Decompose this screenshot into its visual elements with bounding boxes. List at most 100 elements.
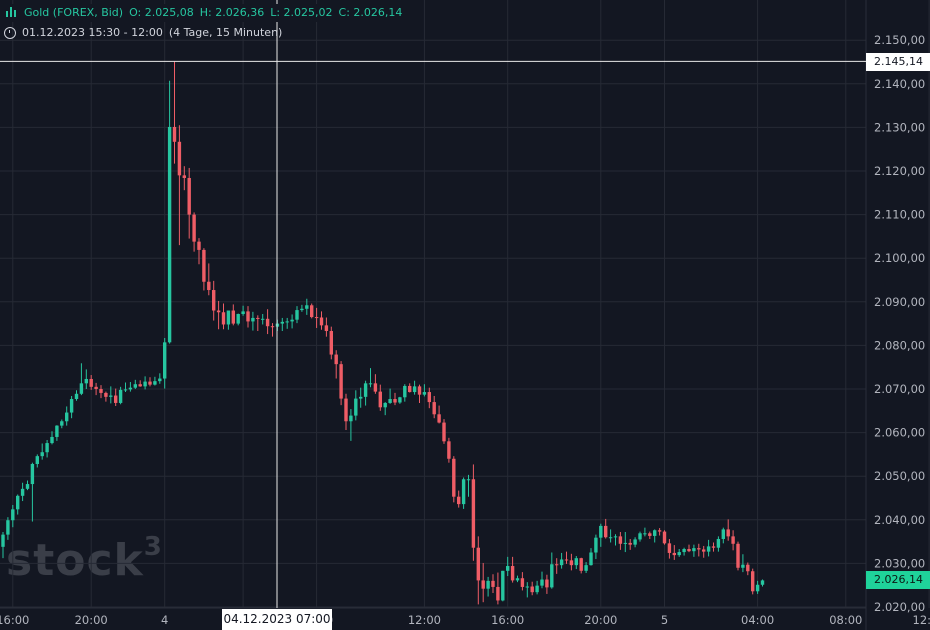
candle-body bbox=[398, 397, 402, 403]
candle-body bbox=[319, 317, 324, 326]
time-span: (4 Tage, 15 Minuten) bbox=[168, 26, 283, 39]
candle-body bbox=[491, 580, 495, 587]
candle-body bbox=[457, 496, 461, 505]
candle-body bbox=[251, 317, 255, 322]
candle-body bbox=[633, 539, 637, 545]
candle-body bbox=[261, 318, 265, 320]
candle-body bbox=[643, 533, 647, 535]
candle-body bbox=[726, 529, 730, 537]
price-tick-label: 2.080,00 bbox=[874, 338, 925, 352]
candle-body bbox=[702, 549, 706, 552]
price-tick-label: 2.030,00 bbox=[874, 556, 925, 570]
candle-body bbox=[256, 317, 260, 319]
candle-body bbox=[158, 378, 162, 382]
candle-body bbox=[594, 537, 598, 553]
candle-body bbox=[138, 384, 142, 387]
candle-body bbox=[393, 399, 397, 403]
candle-body bbox=[417, 386, 422, 395]
candle-body bbox=[270, 326, 275, 328]
candle-body bbox=[584, 565, 588, 571]
candle-body bbox=[55, 425, 59, 437]
time-axis-labels: 16:0020:00404:0008:0012:0016:0020:00504:… bbox=[0, 613, 930, 627]
ohlc-legend: Gold (FOREX, Bid) O: 2.025,08 H: 2.026,36 L… bbox=[4, 4, 413, 22]
candle-body bbox=[20, 488, 25, 496]
candle-body bbox=[109, 395, 113, 397]
candle-body bbox=[672, 552, 676, 556]
candle-body bbox=[760, 580, 765, 585]
candlestick-icon[interactable] bbox=[6, 7, 18, 17]
symbol-name[interactable]: Gold (FOREX, Bid) bbox=[24, 6, 124, 19]
candle-body bbox=[412, 386, 417, 393]
candle-body bbox=[45, 443, 49, 453]
price-tick-label: 2.070,00 bbox=[874, 382, 925, 396]
candle-body bbox=[202, 249, 206, 282]
candle-body bbox=[721, 529, 725, 539]
candle-body bbox=[638, 533, 642, 540]
candle-body bbox=[65, 412, 69, 422]
candle-body bbox=[569, 560, 574, 566]
time-tick-label: 12:00 bbox=[408, 613, 441, 627]
price-tick-label: 2.150,00 bbox=[874, 33, 925, 47]
candle-body bbox=[50, 436, 54, 444]
candle-body bbox=[354, 398, 358, 416]
candle-body bbox=[363, 383, 368, 397]
candle-body bbox=[128, 387, 133, 390]
candle-body bbox=[471, 479, 476, 548]
candle-body bbox=[432, 402, 436, 415]
candle-body bbox=[452, 458, 456, 497]
candle-body bbox=[741, 564, 745, 568]
candle-body bbox=[618, 536, 623, 544]
high-value: H: 2.026,36 bbox=[199, 6, 265, 19]
open-value: O: 2.025,08 bbox=[129, 6, 194, 19]
candle-body bbox=[525, 586, 529, 588]
candle-body bbox=[515, 578, 520, 581]
price-tick-label: 2.110,00 bbox=[874, 208, 925, 222]
candle-body bbox=[486, 580, 490, 589]
candle-body bbox=[496, 586, 500, 601]
candle-body bbox=[662, 531, 667, 544]
candle-body bbox=[408, 385, 412, 393]
stock3-watermark: stock3 bbox=[6, 532, 163, 586]
candle-body bbox=[89, 378, 93, 387]
candles bbox=[1, 61, 765, 605]
candle-body bbox=[604, 525, 608, 538]
candle-body bbox=[221, 312, 226, 325]
price-tick-label: 2.060,00 bbox=[874, 426, 925, 440]
candle-body bbox=[300, 308, 304, 311]
candle-body bbox=[692, 548, 696, 552]
candle-body bbox=[422, 392, 427, 395]
candle-body bbox=[653, 530, 657, 536]
candle-body bbox=[133, 384, 137, 388]
candle-body bbox=[226, 310, 231, 325]
candle-body bbox=[79, 383, 84, 394]
candle-body bbox=[535, 585, 539, 593]
candle-body bbox=[60, 421, 64, 426]
price-tick-label: 2.120,00 bbox=[874, 164, 925, 178]
close-value: C: 2.026,14 bbox=[338, 6, 403, 19]
time-tick-label: 20:00 bbox=[584, 613, 617, 627]
candle-body bbox=[94, 386, 98, 389]
candle-body bbox=[687, 549, 691, 552]
price-tick-label: 2.040,00 bbox=[874, 513, 925, 527]
candle-body bbox=[403, 385, 407, 398]
candle-body bbox=[280, 321, 284, 324]
candle-body bbox=[314, 317, 319, 319]
candle-body bbox=[324, 325, 329, 332]
candle-body bbox=[731, 536, 735, 544]
candle-body bbox=[461, 479, 466, 505]
candle-body bbox=[667, 543, 672, 553]
candle-body bbox=[657, 530, 662, 532]
candle-body bbox=[579, 558, 583, 571]
candle-body bbox=[716, 538, 721, 548]
candle-body bbox=[628, 542, 632, 545]
candle-body bbox=[30, 463, 35, 485]
candle-body bbox=[623, 542, 627, 544]
candle-body bbox=[574, 558, 578, 566]
time-range: 01.12.2023 15:30 - 12:00 bbox=[22, 26, 163, 39]
candle-body bbox=[153, 381, 157, 385]
candle-body bbox=[118, 389, 123, 403]
crosshair-time-label: 04.12.2023 07:00 bbox=[222, 609, 332, 630]
candle-body bbox=[11, 509, 15, 521]
candle-body bbox=[236, 314, 240, 324]
